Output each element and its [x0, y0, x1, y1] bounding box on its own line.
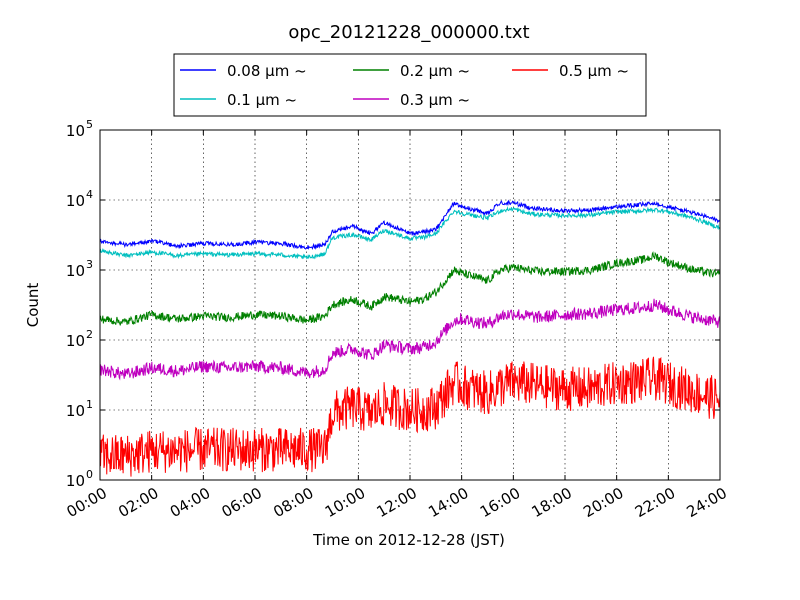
series-line	[99, 251, 721, 326]
y-tick-exponent: 5	[86, 118, 93, 131]
legend-label: 0.3 μm ~	[400, 91, 470, 109]
y-tick-label: 10	[66, 122, 85, 140]
series-line	[99, 205, 721, 260]
y-tick-exponent: 0	[86, 468, 93, 481]
series-line	[99, 356, 721, 477]
y-tick-label: 10	[66, 262, 85, 280]
x-tick-label: 10:00	[322, 484, 368, 521]
series-line	[99, 199, 721, 250]
x-tick-label: 18:00	[529, 484, 575, 521]
x-tick-label: 02:00	[115, 484, 161, 521]
y-tick-exponent: 2	[86, 328, 93, 341]
legend-label: 0.08 μm ~	[227, 62, 307, 80]
legend-label: 0.5 μm ~	[559, 62, 629, 80]
x-tick-label: 20:00	[580, 484, 626, 521]
x-tick-label: 22:00	[632, 484, 678, 521]
x-axis-label: Time on 2012-12-28 (JST)	[312, 531, 505, 549]
y-axis-label: Count	[24, 283, 42, 328]
x-tick-label: 08:00	[270, 484, 316, 521]
chart-title: opc_20121228_000000.txt	[288, 22, 529, 43]
series-lines	[99, 199, 721, 477]
legend: 0.08 μm ~ 0.1 μm ~ 0.2 μm ~ 0.3 μm ~ 0.5 μm …	[173, 53, 647, 117]
y-tick-exponent: 3	[86, 258, 93, 271]
x-tick-label: 12:00	[374, 484, 420, 521]
series-line	[99, 298, 721, 381]
legend-label: 0.2 μm ~	[400, 62, 470, 80]
legend-label: 0.1 μm ~	[227, 91, 297, 109]
y-tick-exponent: 4	[86, 188, 93, 201]
x-tick-label: 16:00	[477, 484, 523, 521]
y-tick-exponent: 1	[86, 398, 93, 411]
x-tick-label: 24:00	[684, 484, 730, 521]
x-tick-label: 04:00	[167, 484, 213, 521]
y-tick-label: 10	[66, 472, 85, 490]
y-tick-label: 10	[66, 332, 85, 350]
legend-box	[173, 53, 647, 117]
x-tick-label: 14:00	[425, 484, 471, 521]
y-tick-label: 10	[66, 402, 85, 420]
y-tick-label: 10	[66, 192, 85, 210]
x-tick-label: 06:00	[219, 484, 265, 521]
